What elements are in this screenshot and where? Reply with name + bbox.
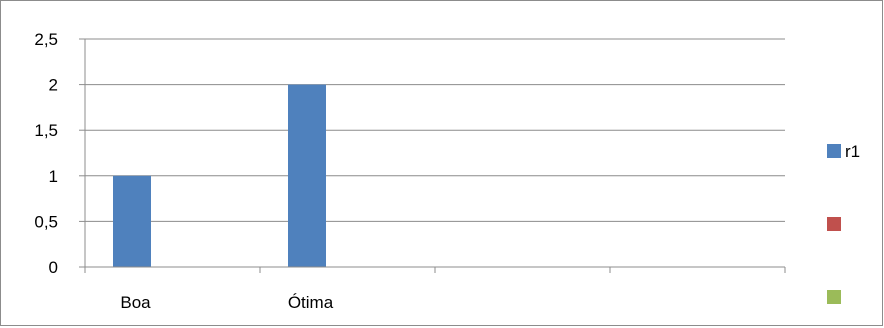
- legend-swatch: [827, 290, 841, 304]
- x-tick-label: Ótima: [288, 293, 334, 312]
- y-tick-label: 1: [49, 167, 58, 186]
- y-tick-labels: 0 0,5 1 1,5 2 2,5: [34, 30, 58, 277]
- bar: [288, 84, 326, 267]
- legend-swatch: [827, 144, 841, 158]
- legend-swatch: [827, 217, 841, 231]
- bar: [113, 175, 151, 267]
- y-tick-label: 2: [49, 76, 58, 95]
- y-tick-label: 1,5: [34, 121, 58, 140]
- y-tick-label: 0: [49, 258, 58, 277]
- bars: [113, 84, 326, 267]
- gridlines: [85, 38, 785, 222]
- x-tick-labels: Boa Ótima: [120, 293, 333, 312]
- legend-label: r1: [845, 142, 860, 161]
- y-tick-label: 2,5: [34, 30, 58, 49]
- y-tick-label: 0,5: [34, 212, 58, 231]
- legend: r1: [827, 142, 860, 304]
- x-tick-label: Boa: [120, 293, 151, 312]
- axes: [79, 38, 786, 273]
